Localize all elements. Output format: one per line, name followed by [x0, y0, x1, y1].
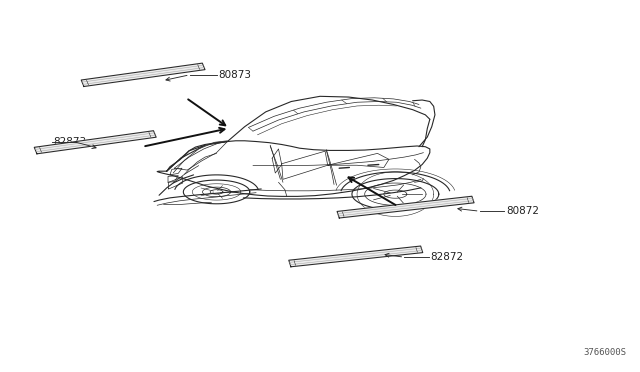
Text: 82873: 82873	[53, 137, 86, 147]
Polygon shape	[289, 246, 423, 267]
Polygon shape	[81, 63, 205, 87]
Text: 82872: 82872	[430, 252, 463, 262]
Text: 80873: 80873	[218, 70, 251, 80]
Polygon shape	[337, 196, 474, 218]
Polygon shape	[35, 131, 156, 154]
Text: 80872: 80872	[506, 206, 540, 216]
Text: 3766000S: 3766000S	[584, 348, 627, 357]
